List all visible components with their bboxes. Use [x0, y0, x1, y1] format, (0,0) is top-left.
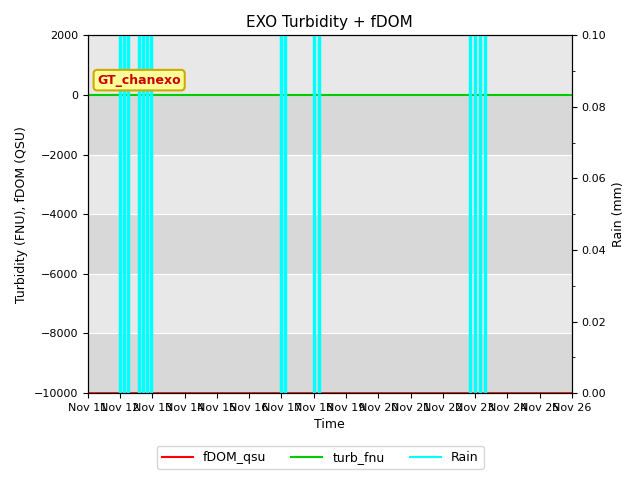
Bar — [88, 95, 572, 155]
Text: GT_chanexo: GT_chanexo — [97, 73, 181, 86]
Bar — [88, 334, 572, 393]
Y-axis label: Rain (mm): Rain (mm) — [612, 181, 625, 247]
Y-axis label: Turbidity (FNU), fDOM (QSU): Turbidity (FNU), fDOM (QSU) — [15, 126, 28, 303]
X-axis label: Time: Time — [314, 419, 345, 432]
Legend: fDOM_qsu, turb_fnu, Rain: fDOM_qsu, turb_fnu, Rain — [157, 446, 483, 469]
Bar — [88, 274, 572, 334]
Bar — [88, 214, 572, 274]
Bar — [88, 155, 572, 214]
Bar — [88, 36, 572, 95]
Title: EXO Turbidity + fDOM: EXO Turbidity + fDOM — [246, 15, 413, 30]
